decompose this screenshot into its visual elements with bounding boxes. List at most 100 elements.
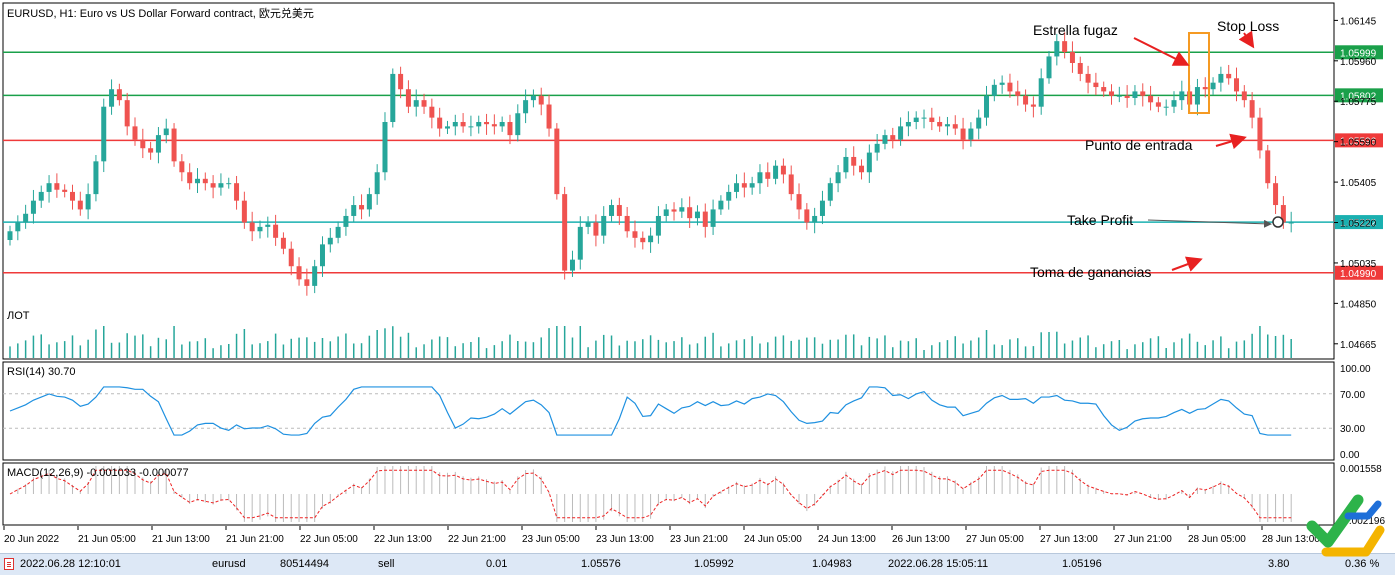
- candle-body: [1007, 82, 1013, 92]
- rsi-panel[interactable]: [2, 361, 1335, 461]
- candle-body: [827, 183, 833, 201]
- candle-body: [866, 152, 872, 173]
- candle-body: [905, 122, 911, 127]
- candle-body: [1077, 63, 1083, 74]
- candle-body: [859, 165, 865, 173]
- candle-body: [632, 231, 638, 238]
- level-label: 1.04990: [1340, 269, 1377, 280]
- order-icon: [4, 558, 14, 570]
- candle-body: [398, 73, 404, 90]
- candle-body: [241, 200, 247, 223]
- candle-body: [257, 226, 263, 232]
- shooting-star-annotation: Estrella fugaz: [1033, 22, 1118, 38]
- candle-body: [62, 189, 68, 192]
- candle-body: [1163, 106, 1169, 108]
- profit-percent: 0.36 %: [1345, 558, 1380, 570]
- price-tick-label: 1.05220: [1340, 219, 1377, 230]
- candle-body: [819, 200, 825, 216]
- time-tick-label: 24 Jun 13:00: [818, 534, 876, 545]
- open-time: 2022.06.28 12:10:01: [20, 558, 121, 570]
- candle-body: [382, 122, 388, 173]
- close-time: 2022.06.28 15:05:11: [888, 558, 989, 570]
- candle-body: [1062, 41, 1068, 53]
- candle-body: [7, 231, 13, 240]
- candle-body: [343, 215, 349, 227]
- brand-logo: [1306, 494, 1385, 557]
- candle-body: [234, 183, 240, 201]
- candle-body: [390, 73, 396, 122]
- candle-body: [702, 211, 708, 227]
- time-tick-label: 21 Jun 21:00: [226, 534, 284, 545]
- candle-body: [757, 172, 763, 184]
- macd-tick-label: 0.001558: [1340, 464, 1382, 475]
- candle-body: [374, 172, 380, 195]
- candle-body: [616, 205, 622, 216]
- candle-body: [609, 205, 615, 216]
- candle-body: [554, 128, 560, 195]
- candle-body: [991, 84, 997, 96]
- level-label-bg: [1335, 133, 1383, 148]
- candle-body: [1265, 150, 1271, 184]
- candle-body: [952, 124, 958, 129]
- trading-chart[interactable]: 1.05999 1.05802 1.05596 1.05222 1.04990 1.06…: [0, 0, 1395, 553]
- candle-body: [1257, 117, 1263, 151]
- candle-body: [601, 215, 607, 236]
- candle-body: [249, 222, 255, 232]
- candle-body: [171, 128, 177, 162]
- shooting-star-box: [1188, 32, 1210, 114]
- candle-body: [132, 126, 138, 140]
- candle-body: [1280, 205, 1286, 223]
- candle-body: [124, 100, 130, 127]
- candle-body: [23, 213, 29, 223]
- level-label: 1.05999: [1340, 48, 1377, 59]
- candle-body: [1116, 95, 1122, 97]
- candle-body: [898, 126, 904, 140]
- candle-body: [1038, 78, 1044, 107]
- price-tick-label: 1.05775: [1340, 97, 1377, 108]
- candle-body: [335, 226, 341, 238]
- candle-body: [999, 82, 1005, 85]
- candle-body: [1241, 91, 1247, 101]
- level-label: 1.05596: [1340, 136, 1377, 147]
- price-tick-label: 1.06145: [1340, 16, 1377, 27]
- profit-taking-arrow: [1171, 256, 1203, 272]
- candle-body: [15, 222, 21, 232]
- candle-body: [679, 207, 685, 212]
- candle-body: [788, 174, 794, 195]
- candle-body: [319, 244, 325, 267]
- candle-body: [507, 122, 513, 136]
- profit: 3.80: [1268, 558, 1290, 570]
- candle-body: [515, 113, 521, 136]
- candle-body: [1054, 41, 1060, 57]
- candle-body: [1179, 91, 1185, 101]
- candle-body: [421, 100, 427, 107]
- candle-body: [77, 200, 83, 210]
- candle-body: [718, 200, 724, 210]
- candle-body: [530, 95, 536, 101]
- stop-loss-arrow: [1238, 30, 1255, 49]
- candle-body: [226, 183, 232, 185]
- candle-body: [968, 128, 974, 140]
- candle-body: [116, 89, 122, 101]
- rsi-tick-label: 30.00: [1340, 424, 1365, 435]
- macd-panel[interactable]: [2, 462, 1335, 526]
- candle-body: [460, 122, 466, 127]
- macd-histogram: [9, 466, 1292, 522]
- candle-body: [1210, 82, 1216, 90]
- candle-body: [437, 117, 443, 129]
- candle-body: [710, 209, 716, 227]
- price-tick-label: 1.04850: [1340, 299, 1377, 310]
- price-panel[interactable]: [2, 2, 1335, 360]
- candle-body: [304, 279, 310, 286]
- candle-body: [960, 128, 966, 140]
- price-tick-label: 1.05405: [1340, 178, 1377, 189]
- trade-history-row[interactable]: 2022.06.28 12:10:01 eurusd 80514494 sell…: [0, 553, 1395, 575]
- candle-body: [624, 215, 630, 232]
- level-label-bg: [1335, 265, 1383, 280]
- rsi-tick-label: 70.00: [1340, 390, 1365, 401]
- candle-body: [202, 178, 208, 184]
- profit-taking-annotation: Toma de ganancias: [1030, 264, 1151, 280]
- candle-body: [944, 124, 950, 127]
- time-tick-label: 27 Jun 13:00: [1040, 534, 1098, 545]
- candle-body: [741, 183, 747, 188]
